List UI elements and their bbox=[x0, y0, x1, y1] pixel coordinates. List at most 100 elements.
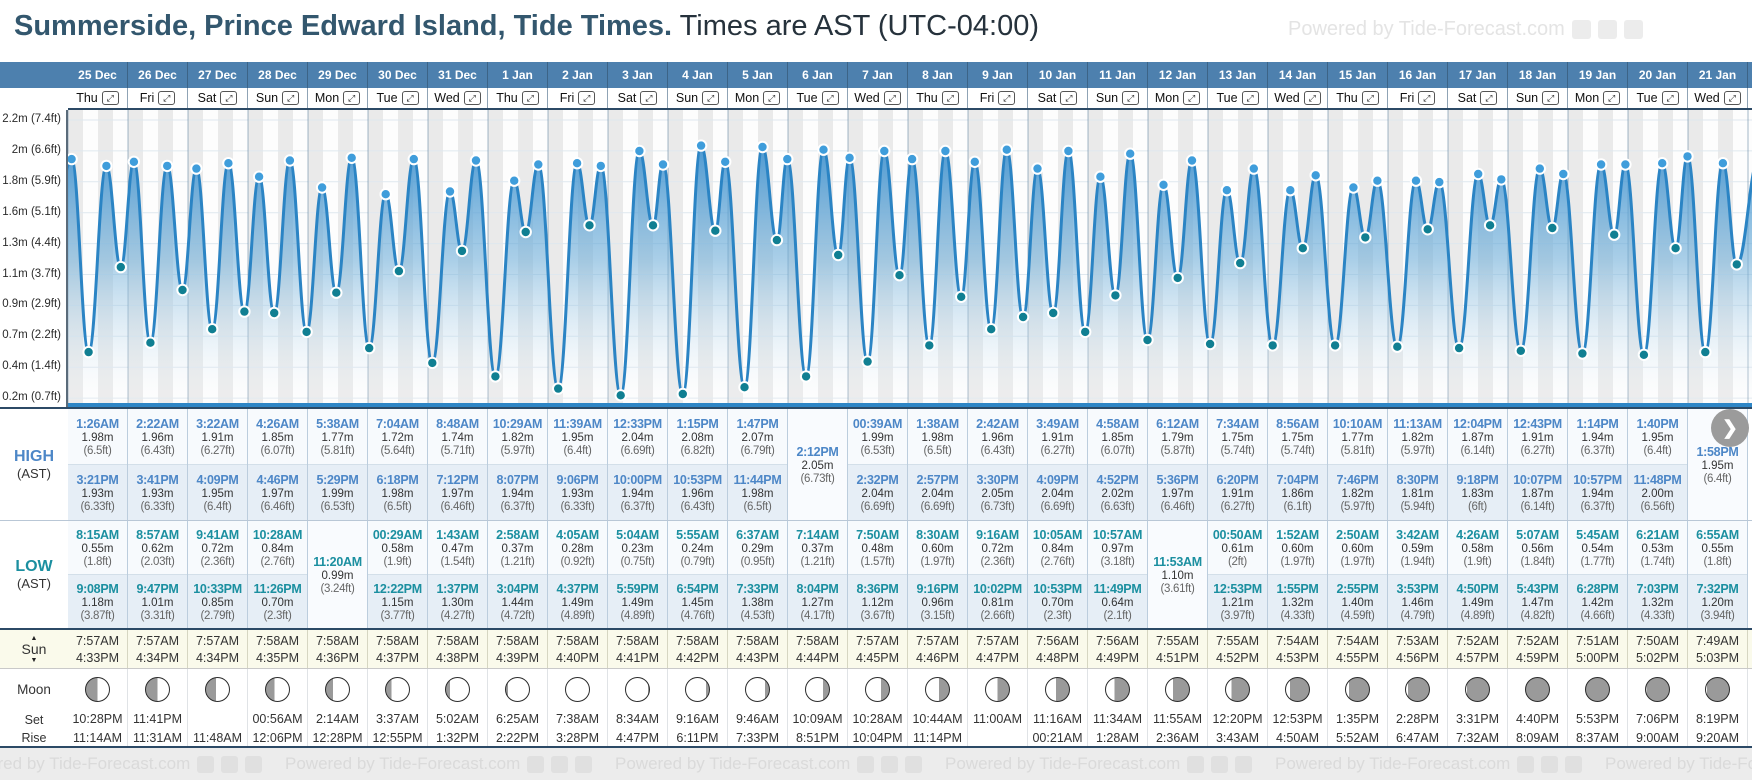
sun-times-cell: 7:54AM 4:53PM bbox=[1268, 630, 1328, 668]
sunrise-time: 7:58AM bbox=[495, 633, 540, 648]
expand-day-button[interactable]: ⤢ bbox=[883, 91, 901, 105]
expand-day-button[interactable]: ⤢ bbox=[578, 91, 596, 105]
expand-day-button[interactable]: ⤢ bbox=[1122, 91, 1140, 105]
tide-height-ft: (2ft) bbox=[1228, 555, 1247, 568]
tide-height-m: 1.93m bbox=[141, 487, 174, 500]
expand-day-button[interactable]: ⤢ bbox=[941, 91, 959, 105]
expand-day-button[interactable]: ⤢ bbox=[998, 91, 1016, 105]
date-header-cell: 20 Jan bbox=[1628, 62, 1688, 88]
tide-height-ft: (6.33ft) bbox=[560, 500, 595, 513]
tide-time: 4:26AM bbox=[1456, 527, 1499, 542]
expand-day-button[interactable]: ⤢ bbox=[1603, 91, 1621, 105]
low-tide-first: 7:14AM 0.37m (1.21ft) bbox=[788, 521, 847, 575]
low-tide-cell: 5:45AM 0.54m (1.77ft) 6:28PM 1.42m (4.66ft) bbox=[1568, 521, 1628, 628]
date-header-cell: 15 Jan bbox=[1328, 62, 1388, 88]
weekday-gutter bbox=[0, 88, 68, 110]
expand-day-button[interactable]: ⤢ bbox=[158, 91, 176, 105]
expand-day-button[interactable]: ⤢ bbox=[220, 91, 238, 105]
low-tide-point bbox=[1171, 271, 1184, 285]
tide-height-ft: (2.3ft) bbox=[263, 609, 292, 622]
moon-phase-cells bbox=[68, 669, 1752, 710]
tide-time: 10:02PM bbox=[973, 581, 1022, 596]
moonrise-time-cell: 8:51PM bbox=[788, 729, 848, 746]
tide-time: 3:53PM bbox=[1396, 581, 1439, 596]
moonset-label: Set bbox=[24, 712, 44, 727]
expand-day-button[interactable]: ⤢ bbox=[1542, 91, 1560, 105]
expand-day-button[interactable]: ⤢ bbox=[1723, 91, 1741, 105]
expand-day-button[interactable]: ⤢ bbox=[343, 91, 361, 105]
next-days-button[interactable]: ❯ bbox=[1711, 409, 1749, 447]
tide-height-ft: (3.15ft) bbox=[920, 609, 955, 622]
date-header-cell: 30 Dec bbox=[368, 62, 428, 88]
moonrise-time-cell: 7:33PM bbox=[728, 729, 788, 746]
tide-height-ft: (6.37ft) bbox=[500, 500, 535, 513]
moon-phase-cell bbox=[1088, 669, 1148, 710]
moon-phase-icon bbox=[1225, 677, 1250, 702]
moon-phase-cell bbox=[1448, 669, 1508, 710]
low-tide-second: 5:43PM 1.47m (4.82ft) bbox=[1508, 575, 1567, 628]
sunset-arrow-icon: ▼ bbox=[30, 656, 38, 664]
high-tide-cell: 1:15PM 2.08m (6.82ft) 10:53PM 1.96m (6.43ft) bbox=[668, 409, 728, 520]
tide-time: 4:05AM bbox=[556, 527, 599, 542]
low-tide-first: 00:29AM 0.58m (1.9ft) bbox=[368, 521, 427, 575]
tide-height-ft: (3.18ft) bbox=[1100, 555, 1135, 568]
low-tide-second: 3:04PM 1.44m (4.72ft) bbox=[488, 575, 547, 628]
tide-time: 7:34AM bbox=[1216, 416, 1259, 431]
tide-time: 1:58PM bbox=[1696, 444, 1739, 459]
weekday-label: Sat bbox=[197, 91, 217, 105]
watermark-icon bbox=[905, 755, 923, 773]
expand-day-button[interactable]: ⤢ bbox=[521, 91, 539, 105]
sun-times-cell: 7:58AM 4:35PM bbox=[248, 630, 308, 668]
low-tide-point bbox=[1483, 219, 1497, 232]
expand-day-button[interactable]: ⤢ bbox=[282, 91, 300, 105]
expand-day-button[interactable]: ⤢ bbox=[1241, 91, 1259, 105]
tide-time: 10:33PM bbox=[193, 581, 242, 596]
watermark-text: Powered by Tide-Forecast.com bbox=[285, 754, 521, 773]
high-tide-first: 11:13AM 1.82m (5.97ft) bbox=[1388, 409, 1447, 465]
low-tide-first: 6:21AM 0.53m (1.74ft) bbox=[1628, 521, 1687, 575]
tide-height-m: 0.72m bbox=[201, 542, 234, 555]
high-tide-cell: 12:04PM 1.87m (6.14ft) 9:18PM 1.83m (6ft) bbox=[1448, 409, 1508, 520]
sunset-time: 4:59PM bbox=[1515, 650, 1560, 665]
low-tide-cell: 00:29AM 0.58m (1.9ft) 12:22PM 1.15m (3.77ft) bbox=[368, 521, 428, 628]
tide-height-ft: (3.61ft) bbox=[1160, 582, 1195, 595]
low-tide-point bbox=[300, 325, 313, 339]
moon-phase-icon bbox=[145, 677, 170, 702]
high-tide-row: HIGH (AST) 1:26AM 1.98m (6.5ft) 3:21PM 1.93m(… bbox=[0, 407, 1752, 520]
expand-day-button[interactable]: ⤢ bbox=[1060, 91, 1078, 105]
tide-height-m: 1.96m bbox=[141, 431, 174, 444]
tide-height-m: 1.27m bbox=[801, 596, 834, 609]
tide-height-ft: (4.27ft) bbox=[440, 609, 475, 622]
expand-day-button[interactable]: ⤢ bbox=[1183, 91, 1201, 105]
expand-day-button[interactable]: ⤢ bbox=[640, 91, 658, 105]
moonrise-time-cell: 4:47PM bbox=[608, 729, 668, 746]
moonrise-time-cell: 4:50AM bbox=[1268, 729, 1328, 746]
expand-day-button[interactable]: ⤢ bbox=[1480, 91, 1498, 105]
sun-gutter: ▲ Sun ▼ bbox=[0, 630, 68, 668]
expand-day-button[interactable]: ⤢ bbox=[101, 91, 119, 105]
high-tide-point bbox=[1409, 174, 1423, 187]
expand-day-button[interactable]: ⤢ bbox=[1361, 91, 1379, 105]
weekday-label: Mon bbox=[1574, 91, 1600, 105]
expand-day-button[interactable]: ⤢ bbox=[1303, 91, 1321, 105]
watermark-icon bbox=[1597, 20, 1617, 39]
date-header-cell: 29 Dec bbox=[308, 62, 368, 88]
expand-day-button[interactable]: ⤢ bbox=[763, 91, 781, 105]
expand-day-button[interactable]: ⤢ bbox=[821, 91, 839, 105]
expand-day-button[interactable]: ⤢ bbox=[1661, 91, 1679, 105]
low-tide-point bbox=[1047, 306, 1060, 320]
tide-height-ft: (3.24ft) bbox=[320, 582, 355, 595]
high-tide-first: 1:14PM 1.94m (6.37ft) bbox=[1568, 409, 1627, 465]
expand-day-button[interactable]: ⤢ bbox=[401, 91, 419, 105]
sun-times-cell: 7:55AM 4:52PM bbox=[1208, 630, 1268, 668]
expand-day-button[interactable]: ⤢ bbox=[702, 91, 720, 105]
high-tide-second: 4:09PM 2.04m (6.69ft) bbox=[1028, 465, 1087, 520]
high-tide-second: 10:57PM 1.94m (6.37ft) bbox=[1568, 465, 1627, 520]
expand-day-button[interactable]: ⤢ bbox=[463, 91, 481, 105]
weekday-cell: Sat ⤢ bbox=[608, 88, 668, 108]
expand-day-button[interactable]: ⤢ bbox=[1418, 91, 1436, 105]
tide-height-ft: (2.1ft) bbox=[1103, 609, 1132, 622]
tide-height-ft: (0.75ft) bbox=[620, 555, 655, 568]
tide-height-m: 0.28m bbox=[561, 542, 594, 555]
y-axis-tick-label: 1.8m (5.9ft) bbox=[2, 174, 61, 187]
